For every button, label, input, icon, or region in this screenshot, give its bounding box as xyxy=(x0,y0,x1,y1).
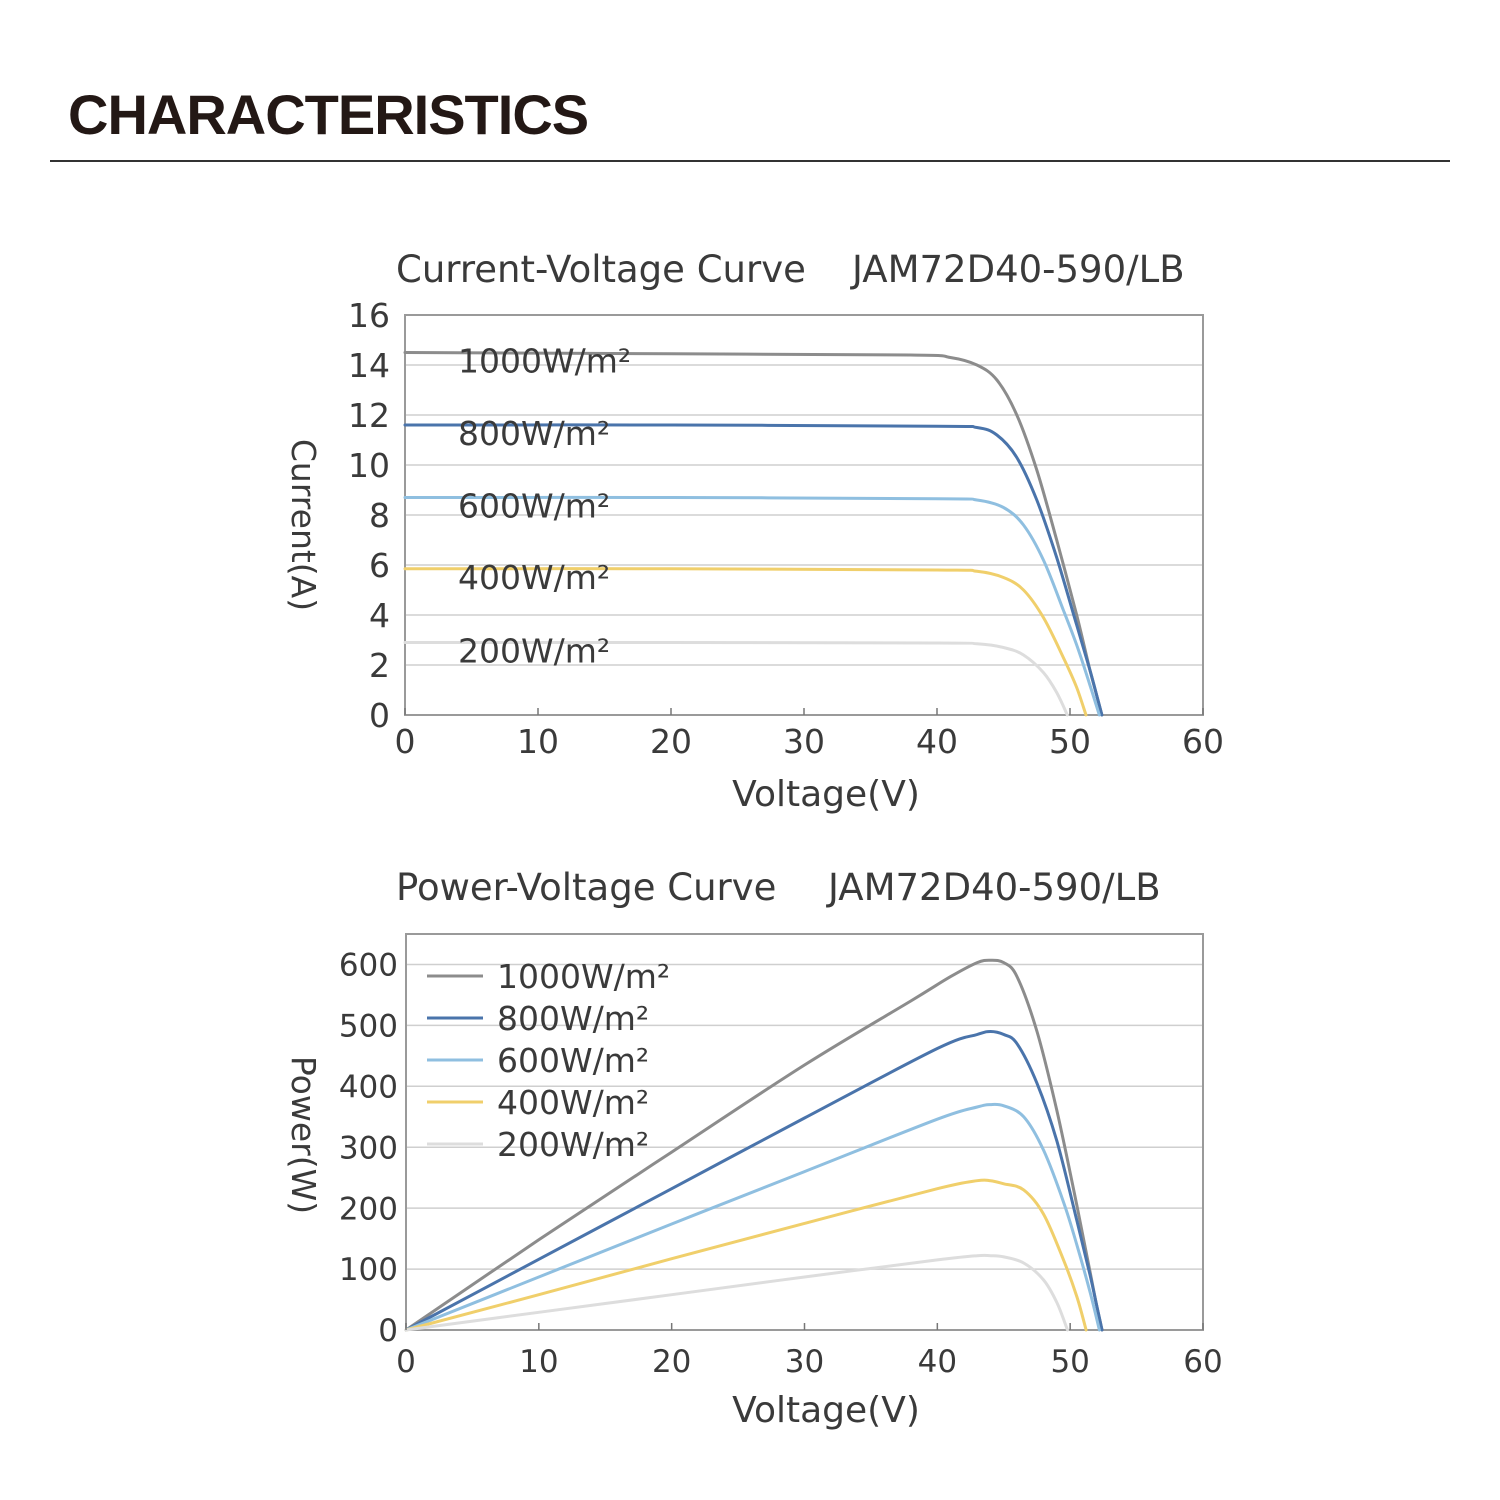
x-tick-label: 10 xyxy=(519,1344,558,1380)
current-voltage-chart: Current-Voltage Curve JAM72D40-590/LB Cu… xyxy=(284,248,1224,815)
series-label: 1000W/m² xyxy=(458,342,631,381)
series-label: 600W/m² xyxy=(458,487,610,526)
y-tick-label: 500 xyxy=(339,1009,398,1045)
series-label: 200W/m² xyxy=(458,632,610,671)
series-line xyxy=(404,1030,1104,1332)
y-axis-label: Current(A) xyxy=(284,439,323,611)
x-axis-label: Voltage(V) xyxy=(732,774,920,815)
legend-label: 1000W/m² xyxy=(497,957,670,996)
x-tick-label: 0 xyxy=(395,722,416,761)
x-tick-label: 20 xyxy=(652,1344,691,1380)
series-line xyxy=(403,495,1101,717)
chart-model: JAM72D40-590/LB xyxy=(826,866,1161,909)
y-tick-label: 0 xyxy=(378,1313,398,1349)
legend-label: 400W/m² xyxy=(497,1083,649,1122)
x-tick-label: 40 xyxy=(916,722,958,761)
y-tick-label: 6 xyxy=(369,546,390,585)
chart-title: Power-Voltage Curve xyxy=(396,866,776,909)
legend-label: 800W/m² xyxy=(497,999,649,1038)
x-tick-label: 0 xyxy=(396,1344,416,1380)
y-tick-label: 16 xyxy=(348,296,390,335)
x-tick-label: 20 xyxy=(650,722,692,761)
y-tick-label: 2 xyxy=(369,646,390,685)
y-tick-label: 14 xyxy=(348,346,390,385)
chart-model: JAM72D40-590/LB xyxy=(850,248,1185,291)
y-tick-label: 12 xyxy=(348,396,390,435)
y-tick-label: 400 xyxy=(339,1069,398,1105)
x-tick-label: 60 xyxy=(1183,1344,1222,1380)
chart-title: Current-Voltage Curve xyxy=(396,248,806,291)
y-tick-label: 4 xyxy=(369,596,390,635)
x-tick-label: 50 xyxy=(1049,722,1091,761)
y-tick-label: 200 xyxy=(339,1191,398,1227)
series-line xyxy=(404,1253,1069,1332)
series-line xyxy=(403,567,1088,717)
y-tick-label: 10 xyxy=(348,446,390,485)
y-tick-label: 300 xyxy=(339,1130,398,1166)
y-tick-label: 8 xyxy=(369,496,390,535)
series-line xyxy=(403,423,1104,717)
series-line xyxy=(403,640,1069,717)
y-axis-label: Power(W) xyxy=(284,1056,323,1214)
y-tick-label: 600 xyxy=(339,948,398,984)
legend-label: 600W/m² xyxy=(497,1041,649,1080)
y-tick-label: 100 xyxy=(339,1252,398,1288)
series-label: 800W/m² xyxy=(458,414,610,453)
series-line xyxy=(404,958,1104,1332)
x-axis-label: Voltage(V) xyxy=(732,1390,920,1431)
y-tick-label: 0 xyxy=(369,696,390,735)
series-line xyxy=(404,1178,1088,1332)
x-tick-label: 30 xyxy=(783,722,825,761)
series-label: 400W/m² xyxy=(458,558,610,597)
x-tick-label: 30 xyxy=(785,1344,824,1380)
x-tick-label: 50 xyxy=(1050,1344,1089,1380)
x-tick-label: 40 xyxy=(918,1344,957,1380)
title-divider xyxy=(50,160,1450,162)
series-line xyxy=(404,1102,1101,1332)
legend-label: 200W/m² xyxy=(497,1125,649,1164)
page-title: CHARACTERISTICS xyxy=(68,83,589,146)
x-tick-label: 10 xyxy=(517,722,559,761)
power-voltage-chart: Power-Voltage Curve JAM72D40-590/LB Powe… xyxy=(284,866,1223,1431)
x-tick-label: 60 xyxy=(1182,722,1224,761)
